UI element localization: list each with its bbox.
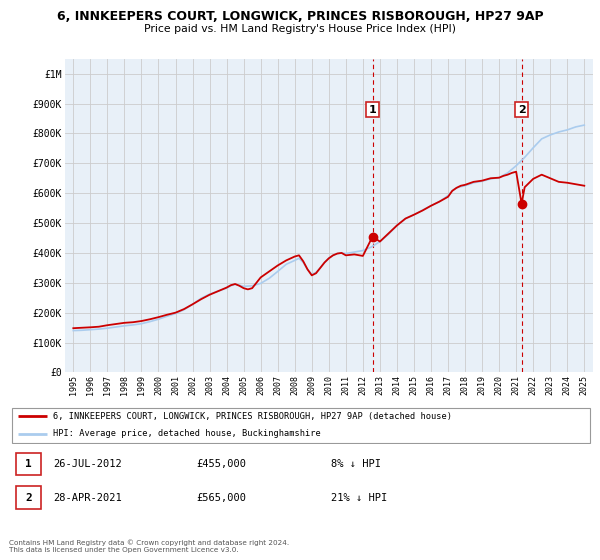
Text: £565,000: £565,000 bbox=[196, 492, 246, 502]
Text: 28-APR-2021: 28-APR-2021 bbox=[53, 492, 122, 502]
Text: 2: 2 bbox=[518, 105, 526, 115]
FancyBboxPatch shape bbox=[12, 408, 590, 442]
Text: Contains HM Land Registry data © Crown copyright and database right 2024.
This d: Contains HM Land Registry data © Crown c… bbox=[9, 540, 289, 553]
Text: £455,000: £455,000 bbox=[196, 459, 246, 469]
Text: 1: 1 bbox=[25, 459, 32, 469]
Text: 1: 1 bbox=[368, 105, 376, 115]
FancyBboxPatch shape bbox=[16, 452, 41, 475]
Text: 8% ↓ HPI: 8% ↓ HPI bbox=[331, 459, 381, 469]
FancyBboxPatch shape bbox=[16, 486, 41, 509]
Text: HPI: Average price, detached house, Buckinghamshire: HPI: Average price, detached house, Buck… bbox=[53, 430, 320, 438]
Text: 2: 2 bbox=[25, 492, 32, 502]
Text: Price paid vs. HM Land Registry's House Price Index (HPI): Price paid vs. HM Land Registry's House … bbox=[144, 24, 456, 34]
Text: 26-JUL-2012: 26-JUL-2012 bbox=[53, 459, 122, 469]
Text: 6, INNKEEPERS COURT, LONGWICK, PRINCES RISBOROUGH, HP27 9AP: 6, INNKEEPERS COURT, LONGWICK, PRINCES R… bbox=[56, 10, 544, 23]
Text: 21% ↓ HPI: 21% ↓ HPI bbox=[331, 492, 387, 502]
Text: 6, INNKEEPERS COURT, LONGWICK, PRINCES RISBOROUGH, HP27 9AP (detached house): 6, INNKEEPERS COURT, LONGWICK, PRINCES R… bbox=[53, 412, 452, 421]
